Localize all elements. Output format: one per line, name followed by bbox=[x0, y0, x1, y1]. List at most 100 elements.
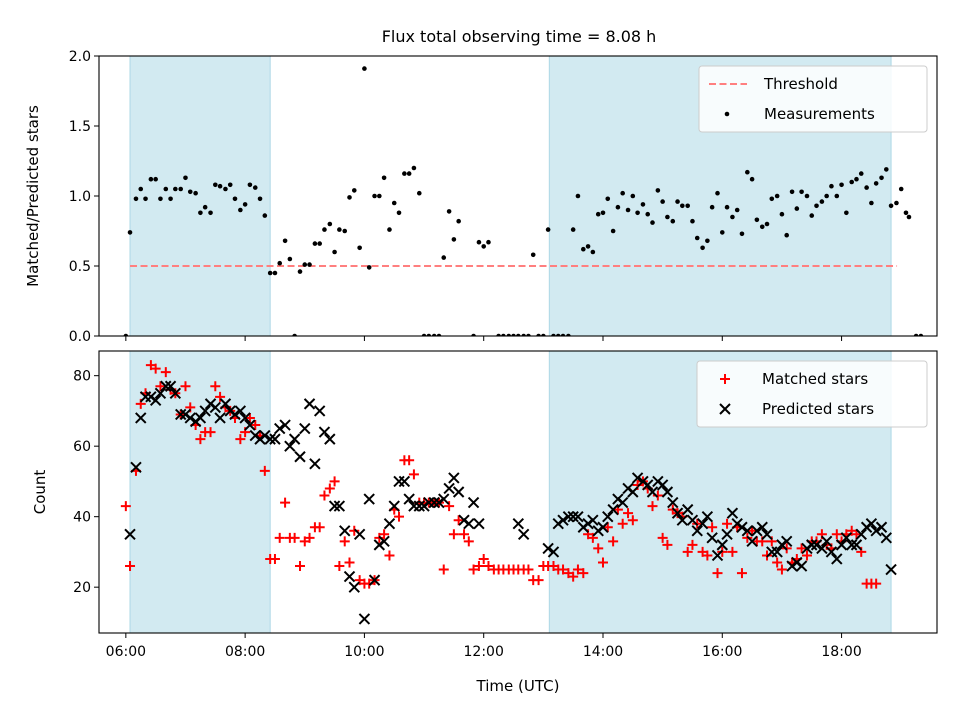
measurement-point bbox=[809, 213, 815, 218]
measurement-point bbox=[719, 230, 725, 235]
measurement-point bbox=[575, 193, 581, 199]
predicted-star-point bbox=[820, 535, 833, 548]
measurement-point bbox=[665, 214, 670, 220]
matched-star-point bbox=[707, 522, 718, 533]
matched-star-point bbox=[831, 529, 842, 540]
predicted-star-point bbox=[676, 514, 689, 526]
measurement-point bbox=[351, 188, 357, 193]
measurement-point bbox=[496, 333, 501, 336]
predicted-star-point bbox=[274, 422, 286, 435]
predicted-star-point bbox=[443, 482, 455, 495]
measurement-point bbox=[238, 207, 243, 213]
predicted-star-point bbox=[124, 528, 136, 541]
measurement-point bbox=[223, 186, 228, 192]
predicted-star-point bbox=[294, 451, 306, 463]
predicted-star-point bbox=[269, 433, 281, 445]
measurement-point bbox=[849, 179, 855, 185]
predicted-star-point bbox=[378, 535, 390, 548]
measurement-point bbox=[869, 200, 874, 206]
measurement-point bbox=[372, 193, 377, 199]
matched-star-point bbox=[568, 571, 579, 582]
predicted-star-point bbox=[428, 496, 440, 509]
predicted-star-point bbox=[816, 542, 828, 555]
measurement-point bbox=[357, 245, 362, 251]
legend-box bbox=[696, 360, 928, 428]
matched-star-point bbox=[533, 575, 544, 586]
legend-label: Matched stars bbox=[762, 370, 868, 388]
measurement-point bbox=[844, 210, 849, 216]
predicted-star-point bbox=[149, 394, 162, 407]
predicted-star-point bbox=[299, 422, 311, 435]
observing-window-1 bbox=[129, 55, 271, 337]
matched-star-point bbox=[379, 529, 390, 540]
measurement-point bbox=[521, 333, 526, 336]
predicted-star-point bbox=[234, 405, 247, 417]
predicted-star-point bbox=[661, 486, 674, 498]
predicted-star-point bbox=[681, 503, 694, 516]
predicted-star-point bbox=[716, 539, 728, 551]
matched-star-point bbox=[329, 476, 340, 487]
predicted-star-point bbox=[328, 500, 341, 512]
measurement-point bbox=[396, 210, 402, 216]
measurement-point bbox=[377, 193, 382, 199]
measurement-point bbox=[745, 169, 750, 175]
measurement-point bbox=[694, 235, 700, 241]
measurement-point bbox=[615, 204, 621, 210]
measurement-point bbox=[824, 193, 829, 199]
matched-star-point bbox=[180, 381, 191, 392]
predicted-star-point bbox=[403, 493, 415, 505]
predicted-star-point bbox=[467, 496, 480, 509]
measurement-point bbox=[536, 333, 541, 336]
y-tick-label: 0.5 bbox=[69, 259, 91, 275]
y-tick-label: 60 bbox=[73, 439, 91, 455]
x-tick-label: 12:00 bbox=[464, 644, 504, 660]
predicted-star-point bbox=[130, 461, 142, 474]
predicted-star-point bbox=[244, 419, 256, 431]
matched-star-point bbox=[468, 564, 479, 575]
measurement-point bbox=[610, 228, 616, 234]
measurement-point bbox=[267, 270, 273, 276]
matched-star-point bbox=[155, 381, 166, 392]
measurement-point bbox=[635, 210, 640, 216]
predicted-star-point bbox=[850, 539, 863, 551]
measurement-point bbox=[506, 333, 512, 336]
matched-star-point bbox=[160, 367, 171, 378]
predicted-star-point bbox=[512, 518, 525, 530]
matched-star-point bbox=[558, 564, 569, 575]
matched-star-point bbox=[334, 561, 345, 572]
matched-star-point bbox=[657, 532, 668, 543]
measurement-point bbox=[541, 333, 546, 336]
measurement-point bbox=[168, 196, 173, 202]
predicted-star-point bbox=[686, 514, 699, 526]
measurement-point bbox=[680, 203, 685, 209]
top-panel: 0.0 0.5 1.0 1.5 2.0 Matched/Predicted stars Th… bbox=[24, 49, 938, 345]
predicted-star-point bbox=[184, 412, 196, 424]
measurement-point bbox=[906, 214, 912, 220]
predicted-star-point bbox=[284, 440, 296, 452]
measurement-point bbox=[630, 193, 636, 199]
measurement-point bbox=[127, 230, 133, 235]
measurement-point bbox=[381, 175, 387, 181]
matched-star-point bbox=[274, 532, 285, 543]
predicted-star-point bbox=[746, 535, 758, 548]
matched-star-point bbox=[662, 539, 673, 550]
matched-star-point bbox=[459, 529, 470, 540]
x-axis-label: Time (UTC) bbox=[476, 677, 560, 695]
measurement-point bbox=[625, 207, 631, 213]
matched-star-point bbox=[473, 561, 484, 572]
predicted-star-point bbox=[646, 486, 659, 498]
predicted-star-point bbox=[438, 493, 450, 505]
predicted-star-point bbox=[333, 500, 346, 512]
predicted-star-point bbox=[339, 525, 351, 537]
measurement-point bbox=[829, 183, 834, 189]
measurement-point bbox=[362, 66, 367, 71]
predicted-star-point bbox=[259, 429, 271, 442]
y-tick-label: 80 bbox=[73, 369, 91, 385]
legend-measurements-swatch bbox=[724, 111, 730, 117]
matched-star-point bbox=[438, 564, 449, 575]
matched-star-point bbox=[448, 529, 459, 540]
measurement-point bbox=[685, 203, 690, 209]
measurement-point bbox=[814, 203, 819, 209]
measurement-point bbox=[739, 231, 745, 237]
predicted-star-point bbox=[194, 412, 207, 424]
